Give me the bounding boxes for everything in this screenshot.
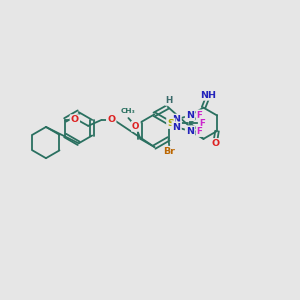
Text: NH: NH (200, 91, 216, 100)
Text: F: F (197, 127, 203, 136)
Text: O: O (212, 139, 220, 148)
Text: H: H (166, 96, 173, 105)
Text: N: N (172, 123, 181, 132)
Text: CH₃: CH₃ (121, 108, 136, 114)
Text: F: F (199, 119, 205, 128)
Text: S: S (167, 119, 174, 128)
Text: N: N (186, 127, 194, 136)
Text: F: F (197, 111, 203, 120)
Text: O: O (107, 116, 115, 124)
Text: N: N (186, 111, 194, 120)
Text: N: N (172, 115, 181, 124)
Text: O: O (132, 122, 140, 131)
Text: O: O (71, 116, 79, 124)
Text: Br: Br (164, 147, 175, 156)
